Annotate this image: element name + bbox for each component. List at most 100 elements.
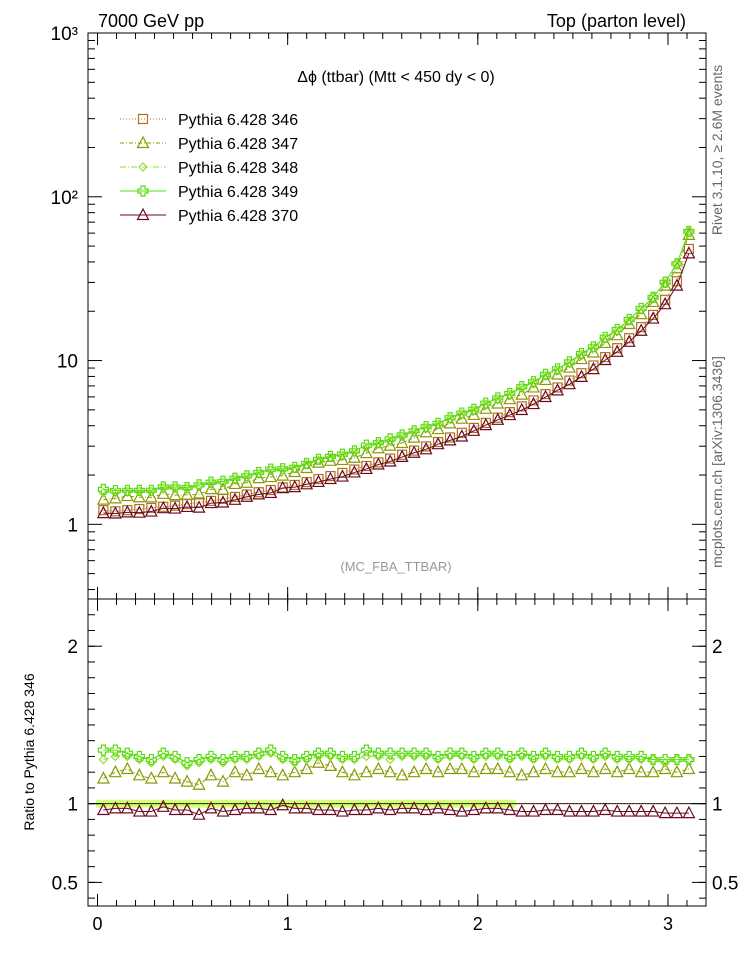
data-point (479, 401, 493, 414)
ratio-point (539, 802, 553, 816)
data-point (120, 505, 134, 518)
ratio-point (658, 761, 672, 775)
data-point (193, 497, 205, 508)
data-point (682, 246, 696, 259)
x-tick-label: 0 (92, 914, 102, 934)
ratio-point (503, 802, 517, 816)
data-point (217, 475, 229, 487)
data-point (586, 361, 600, 375)
data-point (610, 327, 624, 341)
data-point (455, 411, 469, 424)
ratio-point (217, 753, 229, 766)
data-point (407, 445, 421, 458)
ratio-point (659, 753, 671, 766)
ratio-point (443, 802, 457, 816)
ratio-point (563, 750, 576, 763)
ratio-point (241, 750, 253, 763)
ratio-point (444, 747, 456, 759)
data-point (672, 258, 682, 269)
data-point (156, 500, 170, 514)
data-point (468, 422, 479, 433)
data-point (110, 487, 121, 498)
ratio-point (479, 761, 493, 775)
x-tick-label: 2 (473, 914, 483, 934)
data-point (323, 471, 337, 485)
data-point (648, 309, 659, 320)
data-point (515, 402, 529, 416)
data-point (265, 484, 276, 496)
data-point (228, 476, 242, 490)
data-point (407, 430, 421, 443)
data-point (96, 505, 110, 519)
ratio-point (491, 801, 505, 814)
data-point (204, 495, 218, 509)
data-point (455, 429, 469, 442)
data-point (395, 449, 409, 463)
ratio-y-tick-label-right: 1 (712, 795, 723, 816)
ratio-point (264, 764, 278, 778)
data-point (503, 391, 517, 405)
data-point (371, 440, 385, 454)
ratio-point (109, 744, 121, 756)
ratio-point (371, 801, 385, 814)
ratio-point (635, 750, 647, 763)
data-point (276, 480, 290, 494)
ratio-point (455, 761, 469, 775)
data-point (468, 403, 480, 415)
ratio-point (264, 802, 278, 816)
ratio-point (204, 801, 218, 814)
ratio-point (431, 764, 445, 778)
ratio-point (467, 802, 481, 816)
ratio-point (181, 757, 193, 769)
data-point (647, 291, 659, 303)
data-point (252, 487, 266, 500)
ratio-point (610, 804, 624, 817)
ratio-point (228, 764, 242, 778)
ratio-point (192, 777, 206, 790)
ratio-point (240, 768, 254, 781)
data-point (586, 345, 600, 358)
ratio-point (407, 801, 421, 814)
ratio-point (683, 753, 695, 766)
data-point (96, 492, 110, 505)
legend-label: Pythia 6.428 346 (178, 112, 298, 129)
data-point (383, 438, 397, 451)
ratio-point (240, 801, 254, 814)
ratio-point (193, 753, 205, 766)
data-point (634, 306, 648, 320)
ratio-point (504, 750, 516, 763)
data-point (670, 278, 684, 291)
ratio-point (385, 754, 396, 765)
data-point (515, 387, 529, 400)
data-point (240, 475, 254, 488)
ratio-point (216, 774, 230, 787)
ratio-point (648, 754, 658, 765)
data-point (527, 376, 540, 388)
data-point (216, 495, 230, 508)
ratio-point (372, 747, 384, 759)
data-point (564, 375, 575, 386)
ratio-point (169, 750, 181, 763)
data-point (599, 331, 611, 343)
data-point (157, 481, 169, 493)
data-point (611, 323, 623, 336)
ratio-point (98, 754, 109, 765)
ratio-point (360, 744, 372, 756)
ratio-point (180, 802, 194, 816)
ratio-point (144, 804, 158, 817)
data-point (121, 484, 133, 497)
legend-marker (136, 207, 150, 221)
ratio-point (395, 768, 409, 781)
data-point (479, 417, 493, 431)
data-point (420, 421, 432, 433)
data-point (539, 368, 552, 380)
data-point (587, 341, 600, 353)
data-point (443, 416, 457, 429)
data-point (216, 482, 230, 495)
legend-label: Pythia 6.428 370 (178, 208, 298, 225)
legend-entry: Pythia 6.428 349 (120, 184, 298, 201)
ratio-point (684, 754, 694, 765)
data-point (252, 470, 266, 484)
ratio-point (348, 750, 361, 763)
ratio-panel-frame (87, 598, 707, 907)
